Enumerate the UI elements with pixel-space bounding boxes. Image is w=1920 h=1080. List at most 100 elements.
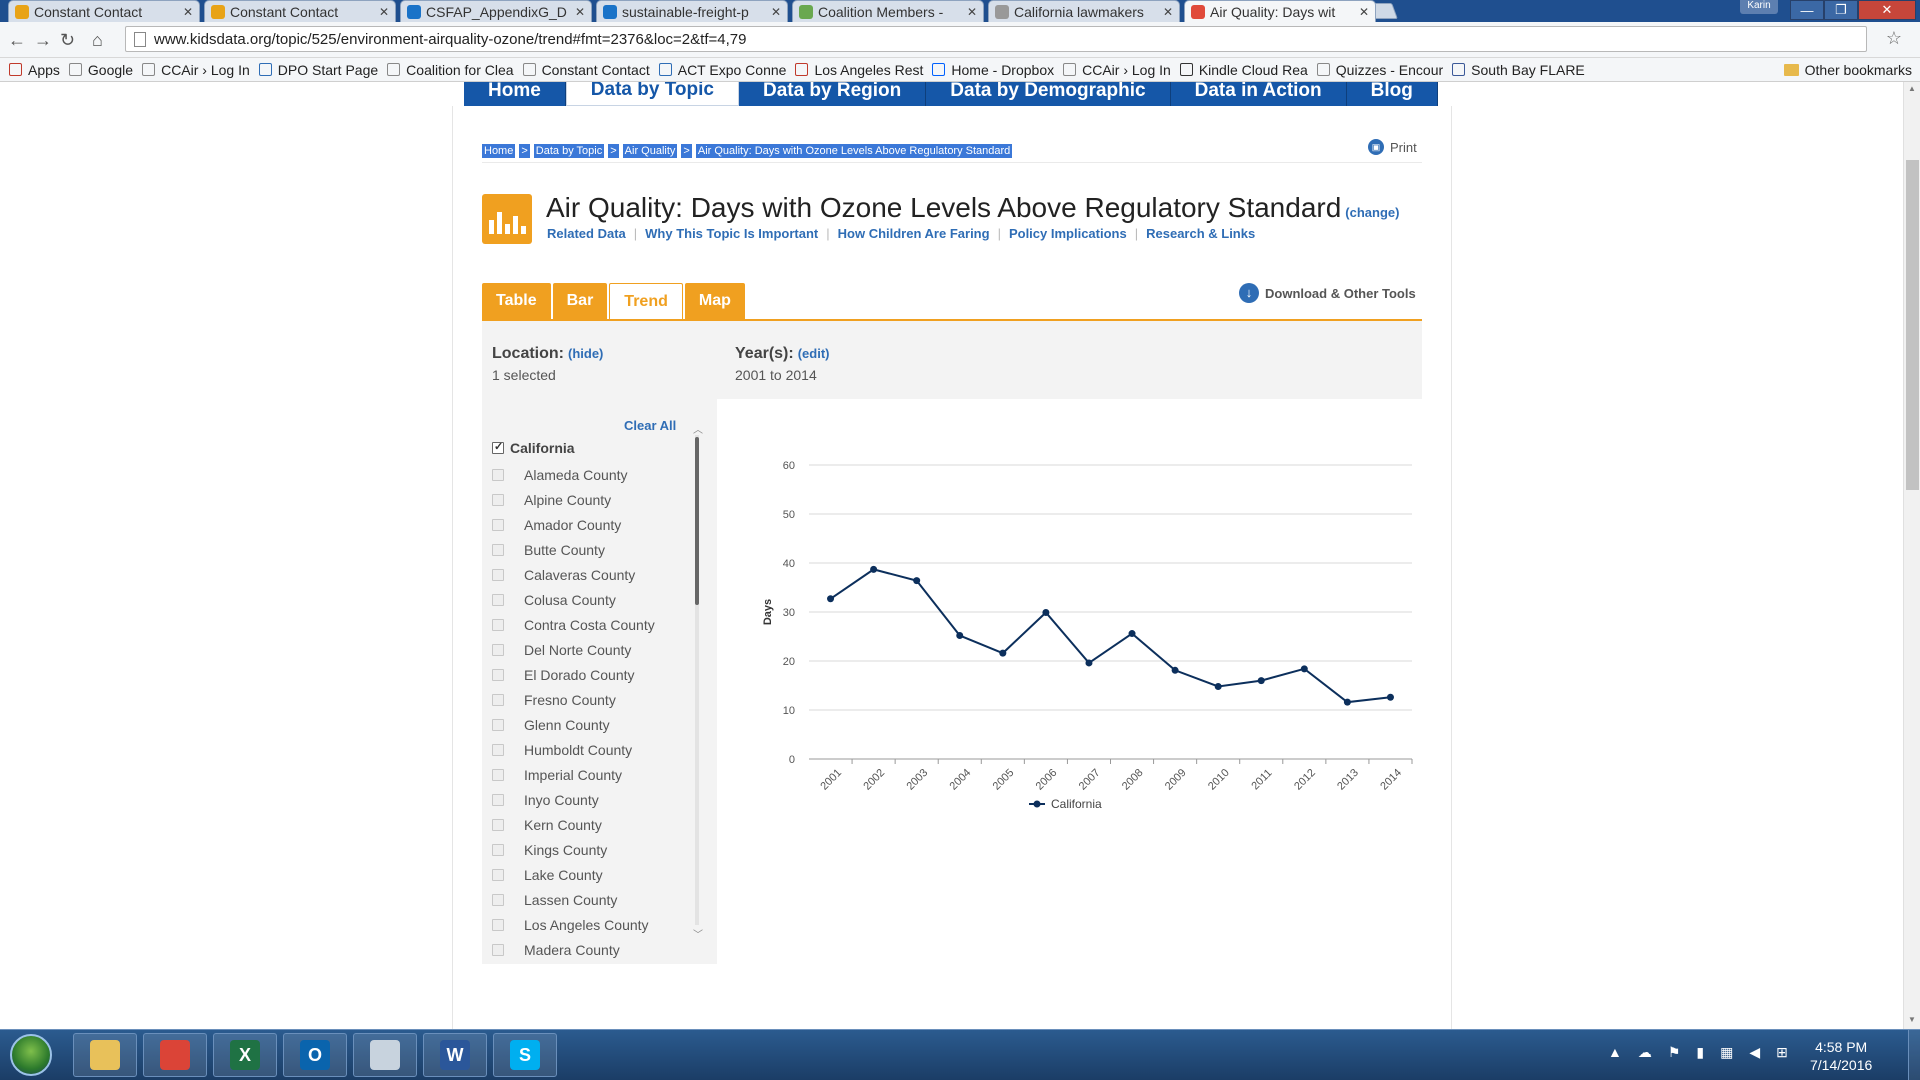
maximize-button[interactable]: ❐: [1824, 0, 1858, 20]
nav-data-by-topic[interactable]: Data by Topic: [565, 82, 739, 106]
checkbox[interactable]: [492, 718, 504, 731]
tab-close-icon[interactable]: ✕: [182, 4, 193, 19]
back-arrow-icon[interactable]: ←: [8, 30, 26, 50]
checkbox[interactable]: [492, 543, 504, 556]
location-list-item[interactable]: Inyo County: [492, 787, 655, 812]
location-scroll-track[interactable]: [695, 435, 699, 925]
checkbox[interactable]: [492, 468, 504, 481]
checkbox[interactable]: [492, 943, 504, 956]
volume-icon[interactable]: ◀: [1749, 1044, 1761, 1060]
tab-close-icon[interactable]: ✕: [1162, 4, 1173, 19]
location-list-item[interactable]: Kern County: [492, 812, 655, 837]
checkbox[interactable]: [492, 818, 504, 831]
breadcrumb-item[interactable]: Home: [482, 144, 516, 158]
location-list-item[interactable]: Imperial County: [492, 762, 655, 787]
windows-flag-icon[interactable]: ⊞: [1776, 1044, 1788, 1060]
taskbar-explorer[interactable]: [73, 1033, 137, 1077]
bookmark-los-angeles-rest[interactable]: Los Angeles Rest: [795, 62, 923, 78]
bookmark-google[interactable]: Google: [68, 62, 133, 78]
location-california[interactable]: California: [492, 440, 575, 456]
location-list-item[interactable]: Kings County: [492, 837, 655, 862]
checkbox[interactable]: [492, 493, 504, 506]
address-bar[interactable]: www.kidsdata.org/topic/525/environment-a…: [125, 26, 1867, 52]
profile-button[interactable]: Karin: [1740, 0, 1778, 14]
breadcrumb-item[interactable]: Air Quality: Days with Ozone Levels Abov…: [695, 144, 1013, 158]
location-list-item[interactable]: Los Angeles County: [492, 912, 655, 937]
download-tools-button[interactable]: ↓ Download & Other Tools: [1239, 283, 1416, 303]
checkbox[interactable]: [492, 743, 504, 756]
sublink-policy-implications[interactable]: Policy Implications: [1008, 226, 1127, 241]
bookmark-constant-contact[interactable]: Constant Contact: [522, 62, 650, 78]
bookmark-home-dropbox[interactable]: Home - Dropbox: [932, 62, 1054, 78]
start-button[interactable]: [10, 1034, 52, 1076]
location-list-item[interactable]: Butte County: [492, 537, 655, 562]
show-desktop-button[interactable]: [1908, 1030, 1920, 1080]
tab-table[interactable]: Table: [482, 283, 551, 319]
tab-bar[interactable]: Bar: [552, 283, 608, 319]
scroll-up-icon[interactable]: ▲: [1908, 84, 1916, 93]
taskbar-excel[interactable]: X: [213, 1033, 277, 1077]
location-list-item[interactable]: Calaveras County: [492, 562, 655, 587]
checkbox[interactable]: [492, 568, 504, 581]
location-list-item[interactable]: Lassen County: [492, 887, 655, 912]
edit-years-link[interactable]: (edit): [797, 346, 830, 361]
location-list-item[interactable]: Colusa County: [492, 587, 655, 612]
location-list-item[interactable]: Madera County: [492, 937, 655, 962]
chevron-down-icon[interactable]: ﹀: [693, 930, 703, 941]
tab-close-icon[interactable]: ✕: [1358, 5, 1369, 19]
location-list-item[interactable]: Alpine County: [492, 487, 655, 512]
browser-tab[interactable]: Coalition Members - ✕: [792, 0, 984, 22]
checkbox[interactable]: [492, 618, 504, 631]
checkbox[interactable]: [492, 793, 504, 806]
taskbar-word[interactable]: W: [423, 1033, 487, 1077]
change-topic-link[interactable]: (change): [1345, 205, 1400, 220]
checkbox[interactable]: [492, 518, 504, 531]
location-list-item[interactable]: Amador County: [492, 512, 655, 537]
nav-home[interactable]: Home: [464, 82, 566, 106]
bookmark-quizzes-encour[interactable]: Quizzes - Encour: [1316, 62, 1443, 78]
close-window-button[interactable]: ✕: [1858, 0, 1916, 20]
checkbox[interactable]: [492, 668, 504, 681]
browser-tab[interactable]: California lawmakers ✕: [988, 0, 1180, 22]
breadcrumb-item[interactable]: Air Quality: [622, 144, 678, 158]
taskbar-outlook[interactable]: O: [283, 1033, 347, 1077]
bookmark-act-expo-conne[interactable]: ACT Expo Conne: [658, 62, 786, 78]
sublink-related-data[interactable]: Related Data: [547, 226, 626, 241]
tab-map[interactable]: Map: [684, 283, 745, 319]
checkbox[interactable]: [492, 843, 504, 856]
sublink-how-children-are-faring[interactable]: How Children Are Faring: [837, 226, 990, 241]
chevron-up-icon[interactable]: ︿: [693, 425, 703, 436]
home-icon[interactable]: ⌂: [92, 30, 103, 50]
taskbar-skype[interactable]: S: [493, 1033, 557, 1077]
tab-close-icon[interactable]: ✕: [966, 4, 977, 19]
tab-close-icon[interactable]: ✕: [770, 4, 781, 19]
reload-icon[interactable]: ↻: [60, 30, 76, 50]
flag-icon[interactable]: ⚑: [1667, 1044, 1681, 1060]
other-bookmarks[interactable]: Other bookmarks: [1783, 62, 1912, 78]
checkbox[interactable]: [492, 643, 504, 656]
checkbox[interactable]: [492, 893, 504, 906]
bookmark-apps[interactable]: Apps: [9, 62, 60, 78]
browser-tab[interactable]: Constant Contact ✕: [204, 0, 396, 22]
checkbox-checked[interactable]: [492, 440, 504, 454]
forward-arrow-icon[interactable]: →: [34, 30, 52, 50]
browser-tab[interactable]: Constant Contact ✕: [8, 0, 200, 22]
location-list-item[interactable]: Fresno County: [492, 687, 655, 712]
bookmark-south-bay-flare[interactable]: South Bay FLARE: [1452, 62, 1585, 78]
browser-tab[interactable]: sustainable-freight-p ✕: [596, 0, 788, 22]
location-list-item[interactable]: Contra Costa County: [492, 612, 655, 637]
hide-location-link[interactable]: (hide): [568, 346, 604, 361]
page-scroll-thumb[interactable]: [1906, 160, 1919, 490]
tab-close-icon[interactable]: ✕: [574, 4, 585, 19]
location-list-item[interactable]: Humboldt County: [492, 737, 655, 762]
scroll-down-icon[interactable]: ▼: [1908, 1015, 1916, 1024]
cloud-icon[interactable]: ☁: [1637, 1044, 1652, 1060]
location-list-item[interactable]: Alameda County: [492, 462, 655, 487]
print-button[interactable]: ▣ Print: [1368, 139, 1417, 155]
browser-tab[interactable]: Air Quality: Days wit ✕: [1184, 0, 1376, 23]
bookmark-kindle-cloud-rea[interactable]: Kindle Cloud Rea: [1179, 62, 1308, 78]
sublink-why-this-topic-is-important[interactable]: Why This Topic Is Important: [645, 226, 819, 241]
checkbox[interactable]: [492, 693, 504, 706]
checkbox[interactable]: [492, 768, 504, 781]
checkbox[interactable]: [492, 868, 504, 881]
